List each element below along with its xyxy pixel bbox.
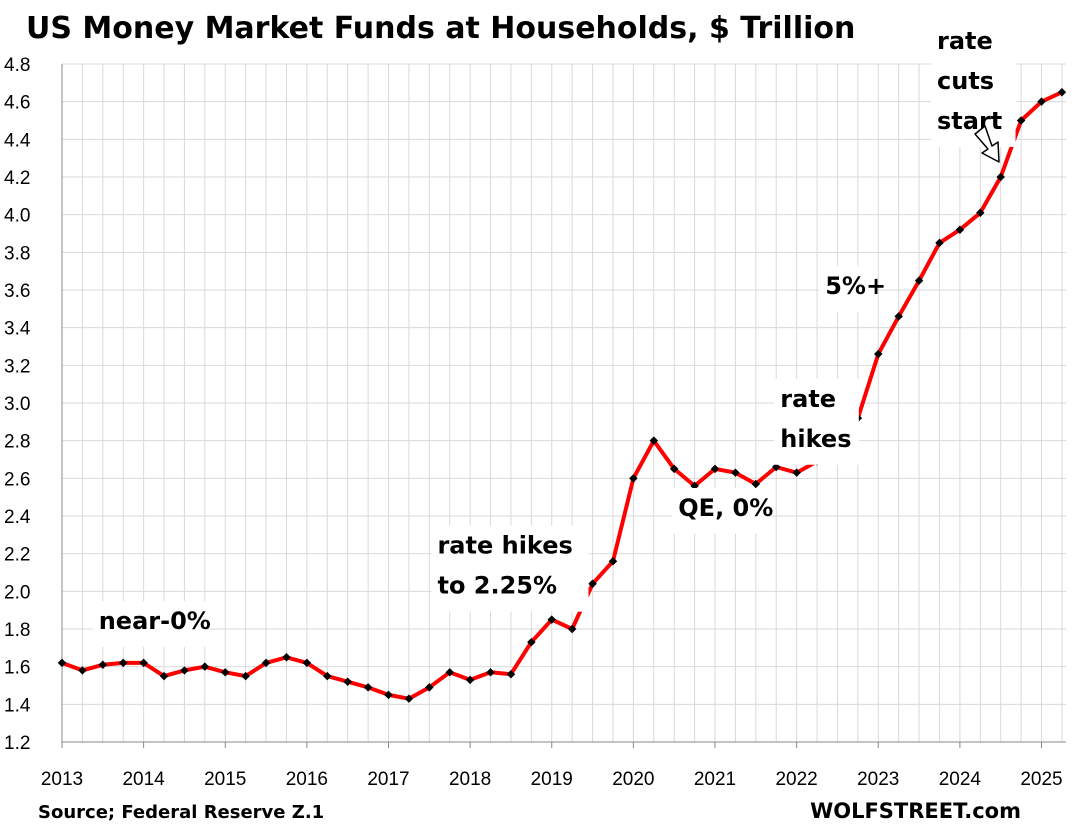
- data-point: [282, 653, 291, 662]
- x-tick-label: 2023: [857, 769, 899, 790]
- annotation-bg: [431, 525, 589, 612]
- data-point: [771, 462, 781, 472]
- y-tick-label: 4.2: [4, 168, 30, 189]
- annotation: 5%+: [819, 265, 886, 312]
- y-tick-label: 2.0: [4, 582, 30, 603]
- data-point: [669, 464, 679, 474]
- y-tick-label: 3.4: [4, 319, 31, 340]
- annotation: near-0%: [92, 601, 211, 647]
- annotation: rate cuts start: [931, 20, 1016, 147]
- y-tick-label: 3.8: [4, 243, 30, 264]
- data-point: [792, 468, 801, 477]
- x-tick-label: 2021: [694, 769, 736, 790]
- x-tick-label: 2020: [612, 769, 654, 790]
- x-tick-label: 2016: [286, 769, 328, 790]
- data-point: [302, 658, 312, 668]
- y-tick-label: 4.4: [4, 130, 31, 151]
- data-point: [221, 668, 230, 677]
- y-tick-label: 2.2: [4, 545, 30, 566]
- annotation-bg: [92, 601, 207, 647]
- data-point: [547, 615, 556, 624]
- axes: 1.2 1.4 1.6 1.8 2.0 2.2 2.4 2.6 2.8 3.0 3.2 3.4 3.6 3…: [4, 55, 1066, 790]
- data-point: [527, 637, 536, 647]
- x-tick-label: 2018: [449, 769, 491, 790]
- annotation-text: rate: [937, 27, 993, 55]
- annotation-text: near-0%: [99, 607, 211, 635]
- y-tick-label: 3.6: [4, 281, 30, 302]
- arrow-icon: [974, 125, 1000, 163]
- y-tick-label: 1.6: [4, 658, 30, 679]
- y-tick-label: 2.4: [4, 507, 31, 528]
- y-tick-label: 1.4: [4, 695, 31, 716]
- data-point: [649, 436, 659, 445]
- annotation-bg: [931, 20, 1016, 147]
- data-point: [710, 464, 720, 474]
- grid: [61, 63, 1066, 743]
- data-point: [425, 683, 434, 692]
- annotation-bg: [819, 265, 875, 312]
- annotation-text: 5%+: [825, 272, 886, 300]
- data-point: [261, 658, 271, 668]
- y-tick-label: 1.8: [4, 620, 30, 641]
- annotation-text: rate hikes: [437, 532, 572, 560]
- data-point: [323, 671, 332, 681]
- x-tick-label: 2013: [41, 769, 83, 790]
- annotation: rate hikes to 2.25%: [431, 525, 589, 612]
- data-point: [690, 481, 699, 491]
- x-tick-label: 2017: [367, 769, 409, 790]
- y-tick-label: 4.0: [4, 206, 30, 227]
- x-tick-label: 2024: [939, 769, 982, 790]
- credit-text: WOLFSTREET.com: [810, 799, 1021, 823]
- data-point: [98, 660, 108, 670]
- annotation-text: hikes: [780, 425, 851, 453]
- data-point: [445, 668, 454, 677]
- annotation-bg: [774, 378, 859, 465]
- data-point: [751, 479, 761, 489]
- annotation-text: to 2.25%: [437, 572, 557, 600]
- data-point: [608, 556, 618, 566]
- annotations: near-0% rate hikes to 2.25% QE, 0% rate hikes…: [92, 20, 1016, 647]
- data-point: [914, 276, 924, 285]
- data-point: [180, 666, 189, 675]
- annotation-text: rate: [780, 385, 836, 413]
- data-point: [874, 349, 883, 359]
- x-tick-label: 2015: [204, 769, 246, 790]
- data-point: [588, 579, 597, 589]
- data-point: [567, 624, 577, 634]
- x-tick-label: 2025: [1020, 769, 1062, 790]
- annotation-text: QE, 0%: [678, 494, 773, 522]
- x-tick-label: 2019: [531, 769, 573, 790]
- data-point: [506, 669, 516, 679]
- x-tick-label: 2022: [775, 769, 817, 790]
- data-point: [465, 675, 475, 685]
- source-text: Source; Federal Reserve Z.1: [38, 802, 324, 823]
- data-point: [200, 662, 210, 671]
- y-tick-label: 4.6: [4, 93, 30, 114]
- chart-title: US Money Market Funds at Households, $ T…: [26, 11, 855, 46]
- data-point: [118, 658, 128, 668]
- annotation-text: start: [937, 107, 1002, 135]
- data-point: [894, 312, 903, 321]
- data-point: [486, 668, 495, 677]
- data-point: [629, 474, 638, 483]
- y-tick-label: 3.0: [4, 394, 30, 415]
- data-point: [363, 683, 373, 692]
- y-tick-label: 3.2: [4, 356, 30, 377]
- annotation-text: cuts: [937, 67, 994, 95]
- data-point: [343, 677, 352, 686]
- data-point: [384, 690, 393, 700]
- y-tick-label: 2.8: [4, 432, 30, 453]
- y-tick-label: 4.8: [4, 55, 30, 76]
- annotation: rate hikes: [774, 378, 859, 465]
- data-point: [731, 468, 740, 477]
- annotation-bg: [672, 488, 772, 534]
- annotation: QE, 0%: [672, 488, 773, 534]
- y-tick-label: 2.6: [4, 469, 30, 490]
- data-point: [404, 694, 414, 703]
- y-tick-label: 1.2: [4, 733, 30, 754]
- x-tick-label: 2014: [122, 769, 165, 790]
